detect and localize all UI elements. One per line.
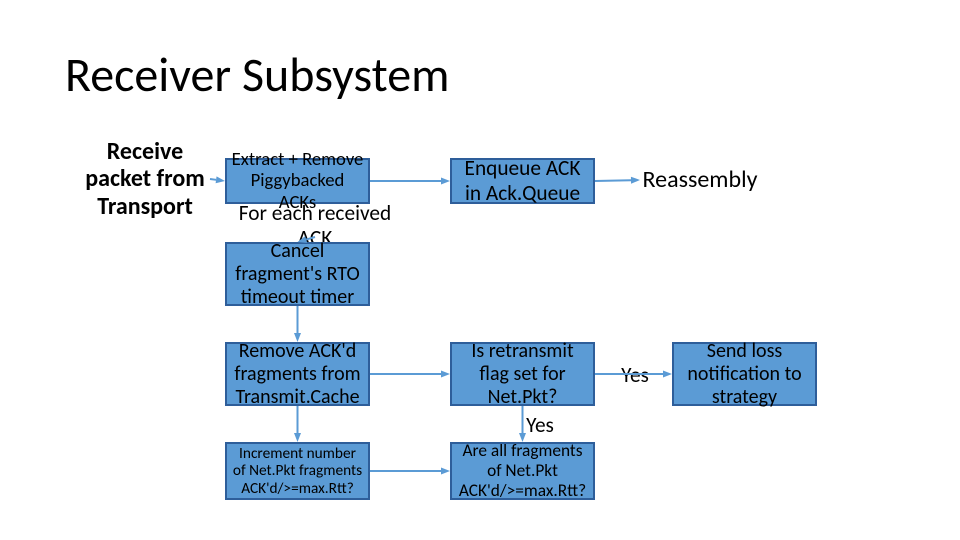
text-reassembly: Reassembly bbox=[640, 168, 760, 192]
node-send-loss: Send loss notification to strategy bbox=[672, 342, 817, 406]
node-cancel-rto: Cancel fragment's RTO timeout timer bbox=[225, 242, 370, 306]
label-yes-down: Yes bbox=[520, 415, 560, 435]
node-extract-remove: Extract + Remove Piggybacked ACKs bbox=[225, 158, 370, 204]
page-title: Receiver Subsystem bbox=[65, 45, 449, 104]
text-receive-packet: Receive packet from Transport bbox=[80, 155, 210, 203]
node-enqueue-ack: Enqueue ACK in Ack.Queue bbox=[450, 158, 595, 204]
node-is-retransmit: Is retransmit flag set for Net.Pkt? bbox=[450, 342, 595, 406]
node-increment: Increment number of Net.Pkt fragments AC… bbox=[225, 442, 370, 500]
text-for-each-ack: For each received ACK bbox=[225, 215, 405, 237]
node-remove-ackd: Remove ACK'd fragments from Transmit.Cac… bbox=[225, 342, 370, 406]
label-yes-right: Yes bbox=[615, 365, 655, 385]
node-all-fragments: Are all fragments of Net.Pkt ACK'd/>=max… bbox=[450, 442, 595, 500]
